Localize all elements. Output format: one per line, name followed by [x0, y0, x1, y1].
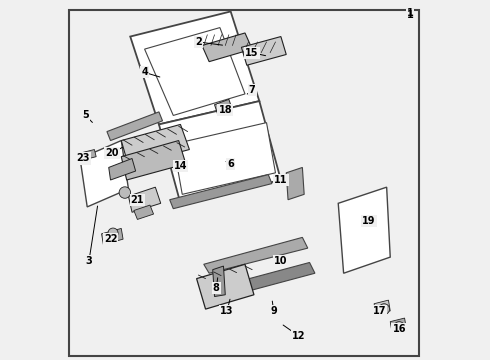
Text: 1: 1: [407, 10, 414, 20]
Polygon shape: [134, 205, 153, 220]
Polygon shape: [286, 167, 304, 200]
Polygon shape: [374, 300, 390, 315]
Text: 19: 19: [362, 216, 375, 226]
Polygon shape: [159, 101, 281, 203]
Polygon shape: [202, 33, 252, 62]
Text: 12: 12: [292, 331, 306, 341]
Text: 1: 1: [407, 8, 414, 18]
Text: 4: 4: [141, 67, 148, 77]
Text: 15: 15: [245, 48, 259, 58]
Text: 8: 8: [213, 283, 220, 293]
Text: 13: 13: [220, 306, 234, 316]
Text: 14: 14: [173, 161, 187, 171]
Polygon shape: [242, 37, 286, 65]
Text: 17: 17: [373, 306, 386, 316]
Polygon shape: [145, 28, 245, 116]
Text: 22: 22: [104, 234, 117, 244]
Text: 18: 18: [219, 105, 232, 115]
Polygon shape: [80, 140, 128, 207]
Circle shape: [394, 321, 405, 332]
Polygon shape: [101, 228, 123, 244]
Text: 6: 6: [227, 159, 234, 169]
Text: 2: 2: [195, 37, 202, 47]
Text: 16: 16: [392, 324, 406, 334]
Circle shape: [119, 187, 131, 198]
Polygon shape: [338, 187, 390, 273]
Polygon shape: [209, 262, 315, 300]
Polygon shape: [170, 175, 272, 209]
Circle shape: [108, 228, 118, 238]
Polygon shape: [107, 112, 163, 140]
Circle shape: [83, 157, 90, 164]
Polygon shape: [390, 318, 406, 332]
Text: 23: 23: [76, 153, 90, 163]
Text: 7: 7: [249, 85, 256, 95]
Polygon shape: [173, 123, 275, 194]
Polygon shape: [80, 149, 96, 160]
Text: 11: 11: [274, 175, 288, 185]
Text: 10: 10: [274, 256, 288, 266]
Text: 3: 3: [86, 256, 93, 266]
Circle shape: [379, 304, 390, 315]
Polygon shape: [196, 264, 254, 309]
Text: 20: 20: [105, 148, 119, 158]
Polygon shape: [215, 99, 232, 116]
Polygon shape: [122, 125, 190, 166]
Polygon shape: [213, 266, 225, 297]
Polygon shape: [109, 158, 136, 180]
Polygon shape: [204, 237, 308, 273]
Polygon shape: [130, 12, 259, 125]
Polygon shape: [122, 140, 186, 180]
Text: 21: 21: [131, 195, 144, 205]
Polygon shape: [128, 187, 161, 212]
Text: 5: 5: [82, 111, 89, 121]
Text: 9: 9: [270, 306, 277, 316]
